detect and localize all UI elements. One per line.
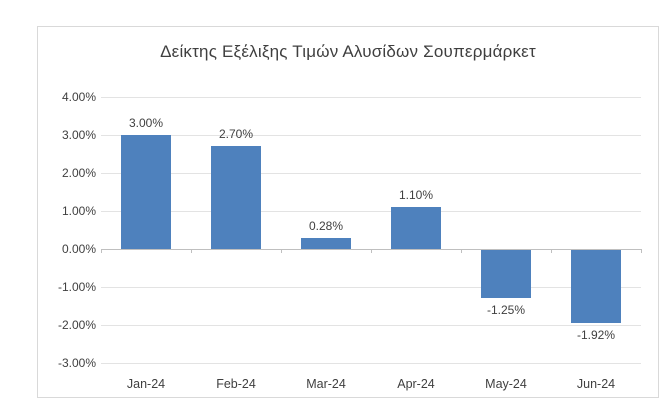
gridline (101, 363, 641, 364)
y-tick-label: -3.00% (57, 356, 96, 370)
axis-tick (371, 249, 372, 253)
axis-tick (281, 249, 282, 253)
gridline (101, 97, 641, 98)
bar-feb-24 (211, 146, 261, 249)
x-tick-label: May-24 (485, 377, 527, 391)
axis-tick (191, 249, 192, 253)
bar-value-label: -1.25% (486, 302, 526, 317)
y-tick-label: 1.00% (61, 204, 96, 218)
bar-jun-24 (571, 250, 621, 323)
y-tick-label: 3.00% (61, 128, 96, 142)
bar-value-label: 0.28% (308, 219, 344, 234)
y-tick-label: -1.00% (57, 280, 96, 294)
y-tick-label: 2.00% (61, 166, 96, 180)
gridline (101, 135, 641, 136)
y-tick-label: 0.00% (61, 242, 96, 256)
x-axis: Jan-24 Feb-24 Mar-24 Apr-24 May-24 Jun-24 (101, 376, 641, 392)
y-tick-label: -2.00% (57, 318, 96, 332)
bar-jan-24 (121, 135, 171, 249)
bar-may-24 (481, 250, 531, 298)
x-tick-label: Feb-24 (216, 377, 256, 391)
bar-mar-24 (301, 238, 351, 249)
x-tick-label: Mar-24 (306, 377, 346, 391)
y-tick-label: 4.00% (61, 90, 96, 104)
x-tick-label: Jan-24 (126, 377, 166, 391)
x-tick-label: Apr-24 (397, 377, 435, 391)
axis-tick (551, 249, 552, 253)
bar-value-label: -1.92% (576, 327, 616, 342)
gridline (101, 211, 641, 212)
bar-value-label: 1.10% (398, 188, 434, 203)
chart-title: Δείκτης Εξέλιξης Τιμών Αλυσίδων Σουπερμά… (160, 42, 536, 61)
bar-value-label: 3.00% (128, 116, 164, 130)
bar-apr-24 (391, 207, 441, 249)
axis-tick (101, 249, 102, 253)
y-axis: 4.00% 3.00% 2.00% 1.00% 0.00% -1.00% -2.00% -3.… (38, 90, 96, 370)
gridline (101, 325, 641, 326)
x-tick-label: Jun-24 (576, 377, 616, 391)
axis-tick (461, 249, 462, 253)
axis-tick (641, 249, 642, 253)
gridline (101, 173, 641, 174)
gridline (101, 287, 641, 288)
plot-area: 3.00% 2.70% 0.28% 1.10% -1.25% -1.92% (101, 97, 642, 364)
chart-area: Δείκτης Εξέλιξης Τιμών Αλυσίδων Σουπερμά… (37, 26, 659, 398)
bar-value-label: 2.70% (218, 127, 254, 142)
